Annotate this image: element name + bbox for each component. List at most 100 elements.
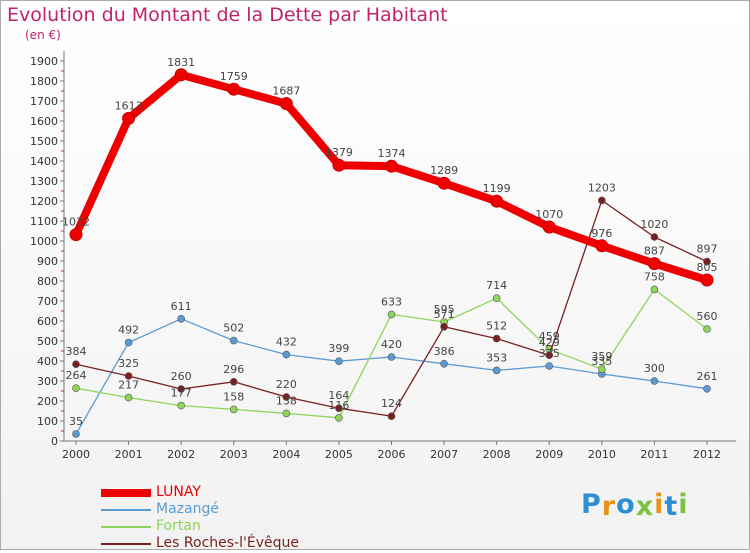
y-tick-label: 1700 <box>30 95 58 108</box>
data-point <box>492 334 501 343</box>
y-tick-label: 1900 <box>30 55 58 68</box>
x-tick-label: 2000 <box>62 448 90 461</box>
data-label: 1831 <box>167 56 195 69</box>
labels-lunay: 1032 1613 1831 1759 1687 1379 1374 1289 1199 1070… <box>62 56 718 274</box>
data-label: 353 <box>486 351 507 364</box>
data-point <box>72 360 80 369</box>
data-point <box>332 158 346 172</box>
data-label: 138 <box>276 394 297 407</box>
line-chart: 0 100 200 300 400 500 600 700 800 900 1000 1100 1200… <box>30 51 736 461</box>
data-point <box>335 404 343 413</box>
data-label: 714 <box>486 279 507 292</box>
data-label: 325 <box>118 357 139 370</box>
data-label: 512 <box>486 320 507 333</box>
data-point <box>124 338 133 347</box>
data-point <box>335 413 343 422</box>
x-tick-label: 2009 <box>535 448 563 461</box>
x-tick-label: 2004 <box>272 448 300 461</box>
data-label: 492 <box>118 324 139 337</box>
data-point <box>437 176 451 190</box>
data-point <box>174 68 188 82</box>
data-point <box>72 384 80 393</box>
data-label: 375 <box>539 347 560 360</box>
legend-label: LUNAY <box>156 484 201 500</box>
logo-letter: i <box>678 489 689 520</box>
data-label: 264 <box>66 369 87 382</box>
series-mazang- <box>72 314 711 438</box>
legend-swatch <box>101 489 151 497</box>
y-tick-label: 1500 <box>30 135 58 148</box>
data-label: 758 <box>644 270 665 283</box>
data-point <box>229 405 238 414</box>
data-label: 1687 <box>272 85 300 98</box>
labels-les-roches-l-v-que: 384 325 260 296 220 164 124 571 512 429 1203 1020 89… <box>66 181 718 410</box>
data-label: 571 <box>434 308 455 321</box>
data-point <box>440 322 448 331</box>
x-tick-label: 2012 <box>693 448 721 461</box>
logo-letter: P <box>581 489 602 520</box>
data-label: 359 <box>591 350 612 363</box>
y-tick-label: 1200 <box>30 195 58 208</box>
logo-letter: x <box>635 491 655 522</box>
data-label: 611 <box>171 300 192 313</box>
data-label: 560 <box>697 310 718 323</box>
data-label: 1289 <box>430 164 458 177</box>
data-point <box>177 314 185 323</box>
data-point <box>490 194 504 208</box>
x-tick-label: 2003 <box>220 448 248 461</box>
data-label: 220 <box>276 378 297 391</box>
data-point <box>598 196 606 205</box>
data-point <box>647 257 661 271</box>
data-point <box>650 285 659 294</box>
data-label: 399 <box>328 342 349 355</box>
series-les-roches-l-v-que <box>72 196 711 421</box>
legend-swatch <box>101 543 151 545</box>
data-label: 177 <box>171 387 192 400</box>
data-point <box>385 159 398 173</box>
series-fortan <box>72 285 711 422</box>
data-label: 164 <box>328 389 349 402</box>
data-point <box>124 372 133 380</box>
legend-label: Fortan <box>156 518 201 534</box>
data-point <box>177 385 185 393</box>
data-point <box>492 294 501 303</box>
data-point <box>279 97 293 111</box>
data-point <box>177 401 185 410</box>
data-point <box>545 351 554 360</box>
data-point <box>700 273 714 287</box>
data-label: 1203 <box>588 181 616 194</box>
data-point <box>282 393 291 401</box>
data-point <box>69 228 83 242</box>
data-point <box>650 233 659 241</box>
data-point <box>440 359 448 368</box>
x-tick-label: 2002 <box>167 448 195 461</box>
data-label: 384 <box>66 345 87 358</box>
y-tick-label: 0 <box>51 435 58 448</box>
data-point <box>227 82 241 96</box>
data-point <box>229 377 238 386</box>
data-point <box>703 384 711 393</box>
series-lunay <box>69 68 714 287</box>
data-label: 386 <box>434 345 455 358</box>
data-point <box>282 350 291 359</box>
data-label: 35 <box>69 415 83 428</box>
data-point <box>598 365 606 374</box>
data-label: 633 <box>381 295 402 308</box>
proxiti-logo: Proxiti <box>581 489 689 522</box>
data-point <box>387 310 396 319</box>
data-label: 1070 <box>535 208 563 221</box>
y-tick-label: 1800 <box>30 75 58 88</box>
logo-letter: o <box>616 489 636 520</box>
data-point <box>545 362 554 370</box>
chart-subtitle: (en €) <box>25 28 61 42</box>
y-tick-label: 1100 <box>30 215 58 228</box>
data-point <box>122 111 136 125</box>
data-point <box>387 412 396 421</box>
data-label: 1199 <box>483 182 511 195</box>
y-tick-label: 100 <box>37 415 58 428</box>
data-point <box>650 377 659 385</box>
data-label: 1020 <box>640 218 668 231</box>
x-tick-label: 2005 <box>325 448 353 461</box>
chart-title: Evolution du Montant de la Dette par Hab… <box>7 4 448 26</box>
data-label: 116 <box>328 399 349 412</box>
